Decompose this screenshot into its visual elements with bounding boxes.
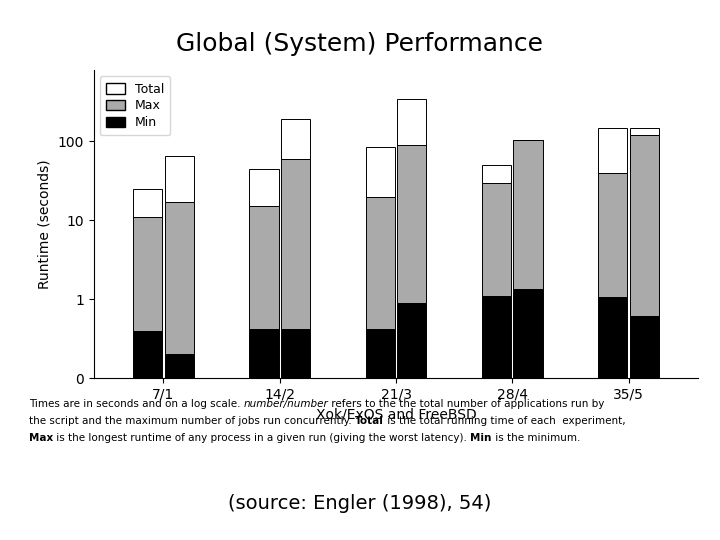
Bar [133, 330, 162, 540]
Text: Total: Total [355, 416, 384, 426]
X-axis label: Xok/ExOS and FreeBSD: Xok/ExOS and FreeBSD [315, 407, 477, 421]
Bar [165, 156, 194, 202]
Bar [165, 354, 194, 540]
Legend: Total, Max, Min: Total, Max, Min [100, 77, 171, 136]
Bar [513, 289, 543, 540]
Bar [630, 127, 659, 135]
Y-axis label: Runtime (seconds): Runtime (seconds) [38, 159, 52, 289]
Bar [482, 183, 511, 296]
Bar [598, 298, 627, 540]
Bar [397, 145, 426, 303]
Text: number/number: number/number [243, 399, 328, 409]
Bar [249, 206, 279, 329]
Text: is the minimum.: is the minimum. [492, 433, 580, 443]
Text: (source: Engler (1998), 54): (source: Engler (1998), 54) [228, 494, 492, 513]
Text: is the longest runtime of any process in a given run (giving the worst latency).: is the longest runtime of any process in… [53, 433, 470, 443]
Bar [366, 197, 395, 329]
Bar [133, 189, 162, 217]
Bar [165, 202, 194, 354]
Bar [397, 303, 426, 540]
Bar [249, 329, 279, 540]
Bar [281, 329, 310, 540]
Bar [281, 119, 310, 159]
Bar [630, 135, 659, 315]
Bar [482, 296, 511, 540]
Bar [630, 315, 659, 540]
Bar [366, 329, 395, 540]
Text: Min: Min [470, 433, 492, 443]
Bar [598, 173, 627, 298]
Text: Max: Max [29, 433, 53, 443]
Text: refers to the the total number of applications run by: refers to the the total number of applic… [328, 399, 605, 409]
Bar [598, 127, 627, 173]
Bar [249, 169, 279, 206]
Text: the script and the maximum number of jobs run concurrently.: the script and the maximum number of job… [29, 416, 355, 426]
Bar [366, 147, 395, 197]
Bar [513, 140, 543, 289]
Bar [281, 159, 310, 329]
Bar [482, 165, 511, 183]
Text: Global (System) Performance: Global (System) Performance [176, 32, 544, 56]
Text: Times are in seconds and on a log scale.: Times are in seconds and on a log scale. [29, 399, 243, 409]
Text: is the total running time of each  experiment,: is the total running time of each experi… [384, 416, 625, 426]
Bar [397, 98, 426, 145]
Bar [133, 217, 162, 330]
